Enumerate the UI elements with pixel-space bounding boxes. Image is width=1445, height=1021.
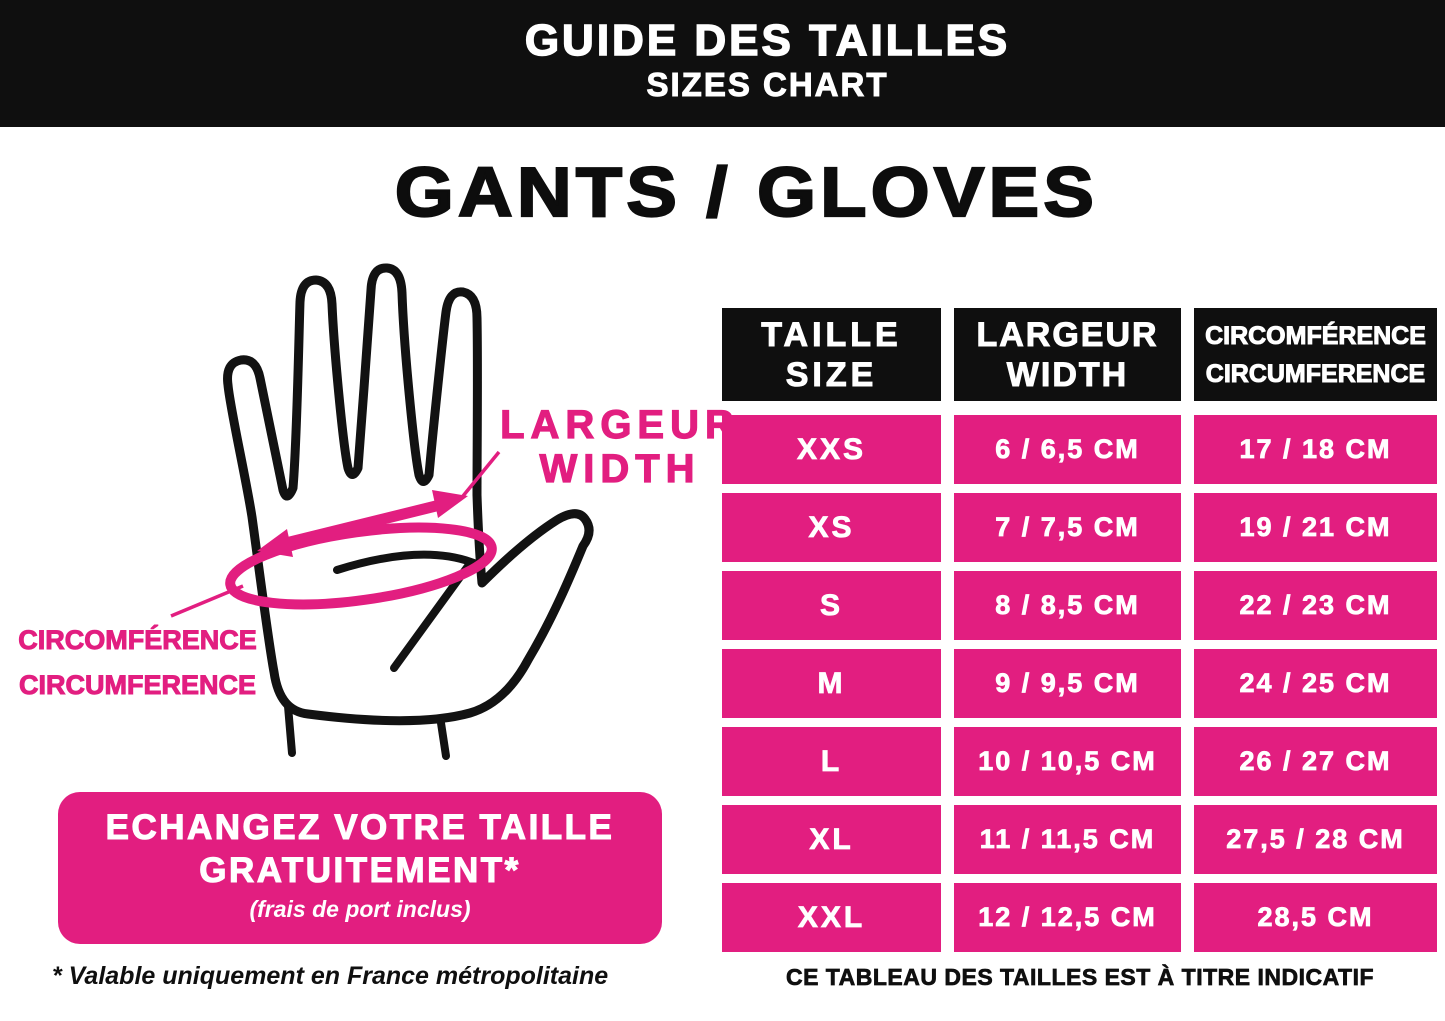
width-arrow-shaft bbox=[284, 498, 446, 549]
table-cell-width: 11 / 11,5 CM bbox=[954, 805, 1181, 874]
table-cell-width: 12 / 12,5 CM bbox=[954, 883, 1181, 952]
promo-line2: GRATUITEMENT* bbox=[199, 850, 521, 890]
width-arrow-head-left bbox=[257, 529, 293, 557]
table-row: XL bbox=[722, 805, 941, 874]
table-row: L bbox=[722, 727, 941, 796]
table-cell-width: 7 / 7,5 CM bbox=[954, 493, 1181, 562]
table-cell-width: 10 / 10,5 CM bbox=[954, 727, 1181, 796]
header-banner: GUIDE DES TAILLES SIZES CHART bbox=[0, 0, 1445, 127]
column-header-width: LARGEUR WIDTH bbox=[954, 308, 1181, 401]
table-cell-circumference: 19 / 21 CM bbox=[1194, 493, 1437, 562]
table-row: XXS bbox=[722, 415, 941, 484]
circumference-label-fr: CIRCOMFÉRENCE bbox=[18, 625, 258, 656]
circumference-ellipse bbox=[225, 522, 497, 610]
hand-diagram-illustration bbox=[170, 263, 594, 760]
wrist-line-left bbox=[284, 702, 296, 757]
table-cell-circumference: 22 / 23 CM bbox=[1194, 571, 1437, 640]
sizes-table: TAILLE SIZE LARGEUR WIDTH CIRCOMFÉRENCE … bbox=[722, 308, 1438, 952]
table-cell-width: 9 / 9,5 CM bbox=[954, 649, 1181, 718]
circumference-label-en: CIRCUMFERENCE bbox=[18, 670, 256, 701]
width-label-en: WIDTH bbox=[539, 446, 701, 491]
width-pointer-line bbox=[461, 450, 501, 498]
column-header-size: TAILLE SIZE bbox=[722, 308, 941, 401]
footnote: * Valable uniquement en France métropoli… bbox=[52, 962, 609, 990]
wrist-line-right bbox=[437, 719, 450, 760]
table-row: XXL bbox=[722, 883, 941, 952]
table-cell-width: 8 / 8,5 CM bbox=[954, 571, 1181, 640]
free-exchange-promo-box: ECHANGEZ VOTRE TAILLE GRATUITEMENT* (fra… bbox=[58, 792, 662, 944]
table-cell-circumference: 27,5 / 28 CM bbox=[1194, 805, 1437, 874]
table-row: M bbox=[722, 649, 941, 718]
promo-line1: ECHANGEZ VOTRE TAILLE bbox=[105, 807, 615, 847]
circumference-label: CIRCOMFÉRENCE CIRCUMFERENCE bbox=[15, 618, 260, 708]
table-cell-circumference: 24 / 25 CM bbox=[1194, 649, 1437, 718]
circumference-pointer-line bbox=[170, 584, 244, 618]
banner-title-fr: GUIDE DES TAILLES bbox=[524, 15, 1011, 66]
width-arrow-head-right bbox=[432, 490, 468, 518]
table-indicative-note: CE TABLEAU DES TAILLES EST À TITRE INDIC… bbox=[785, 964, 1375, 991]
table-cell-width: 6 / 6,5 CM bbox=[954, 415, 1181, 484]
table-cell-circumference: 28,5 CM bbox=[1194, 883, 1437, 952]
table-row: S bbox=[722, 571, 941, 640]
table-row: XS bbox=[722, 493, 941, 562]
thumb-crease-line bbox=[333, 550, 478, 672]
width-label-fr: LARGEUR bbox=[500, 402, 740, 447]
banner-title-en: SIZES CHART bbox=[646, 66, 889, 104]
column-header-circumference: CIRCOMFÉRENCE CIRCUMFERENCE bbox=[1194, 308, 1437, 401]
table-cell-circumference: 26 / 27 CM bbox=[1194, 727, 1437, 796]
promo-line3: (frais de port inclus) bbox=[249, 896, 471, 922]
table-cell-circumference: 17 / 18 CM bbox=[1194, 415, 1437, 484]
page-title: GANTS / GLOVES bbox=[394, 152, 1099, 232]
width-label: LARGEUR WIDTH bbox=[480, 402, 760, 491]
